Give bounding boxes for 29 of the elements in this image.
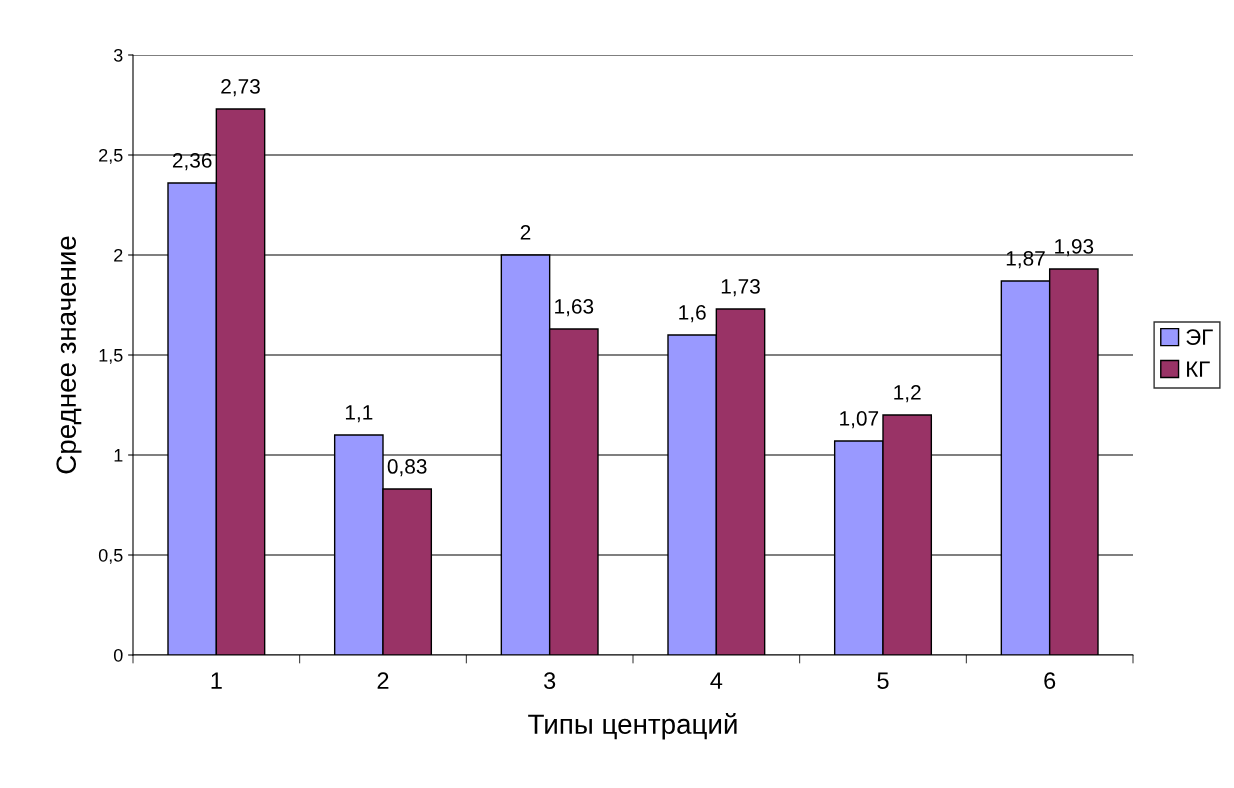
data-label: 1,87 xyxy=(1006,251,1045,269)
data-label: 1,1 xyxy=(345,405,373,423)
data-label: 1,07 xyxy=(840,411,879,429)
data-label: 1,63 xyxy=(555,299,594,317)
x-tick-label: 6 xyxy=(1044,672,1056,690)
y-tick-label: 0,5 xyxy=(98,548,123,564)
legend-label: ЭГ xyxy=(1186,329,1213,346)
data-label: 1,93 xyxy=(1055,239,1094,257)
legend-label: КГ xyxy=(1187,361,1210,377)
y-tick-label: 3 xyxy=(113,48,123,62)
y-tick-label: 1 xyxy=(114,449,123,462)
y-tick-label: 1,5 xyxy=(99,349,123,364)
y-axis-title: Среднее значение xyxy=(56,236,82,474)
y-tick-label: 2,5 xyxy=(99,148,123,164)
data-label: 2,73 xyxy=(221,79,260,97)
x-tick-label: 4 xyxy=(710,672,723,689)
x-axis-title: Типы центраций xyxy=(528,713,737,740)
x-tick-label: 3 xyxy=(544,672,556,690)
x-tick-label: 5 xyxy=(877,672,889,690)
data-label: 1,2 xyxy=(894,385,921,403)
data-label: 0,83 xyxy=(387,459,427,477)
data-label: 1,73 xyxy=(721,279,760,297)
data-label: 1,6 xyxy=(679,305,706,323)
data-label: 2,36 xyxy=(172,153,212,171)
y-tick-label: 2 xyxy=(114,248,123,262)
data-label: 2 xyxy=(520,225,531,240)
y-tick-label: 0 xyxy=(113,648,123,662)
x-tick-label: 2 xyxy=(377,672,389,689)
x-tick-label: 1 xyxy=(211,672,222,689)
